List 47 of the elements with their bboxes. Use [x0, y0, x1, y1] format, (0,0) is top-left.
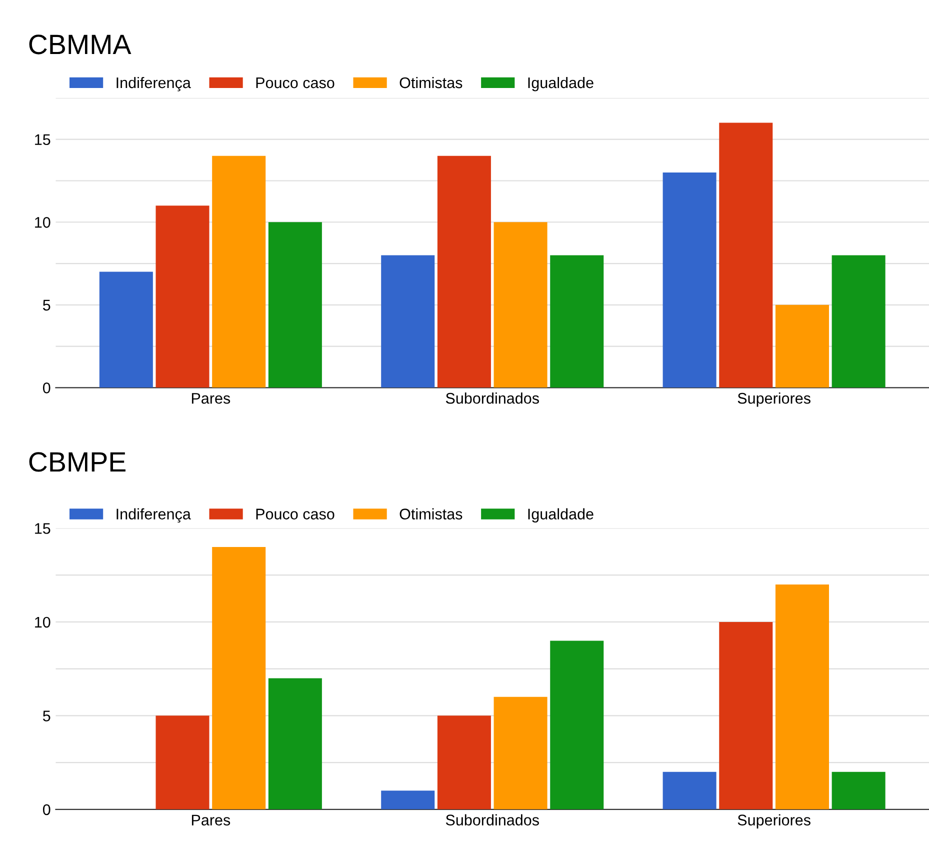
bar [381, 255, 435, 388]
y-tick-label: 10 [35, 216, 50, 228]
chart-title: CBMPE [29, 452, 126, 472]
bar [494, 222, 548, 388]
x-tick-label: Superiores [738, 392, 810, 407]
y-tick-label: 0 [42, 804, 50, 816]
bar [437, 716, 491, 810]
bar [550, 255, 604, 388]
x-tick-label: Pares [192, 393, 230, 404]
legend-label: Otimistas [400, 508, 462, 520]
bar [719, 122, 773, 388]
y-tick-label: 5 [42, 300, 50, 311]
legend-label: Indiferença [116, 508, 191, 523]
legend-label: Indiferença [116, 76, 191, 92]
legend-label: Pouco caso [256, 508, 334, 520]
y-tick-label: 5 [42, 710, 50, 722]
bar [156, 206, 210, 388]
bar [212, 546, 266, 810]
bar [775, 584, 829, 810]
bar [268, 678, 322, 810]
bar [550, 640, 604, 810]
bar [437, 156, 491, 388]
legend-label: Otimistas [400, 76, 462, 88]
y-tick-label: 15 [35, 134, 50, 146]
y-tick-label: 10 [35, 616, 50, 628]
bar [832, 772, 886, 810]
bar [156, 716, 210, 810]
bar [719, 622, 773, 810]
bar [268, 222, 322, 388]
bar [832, 255, 886, 388]
x-tick-label: Subordinados [446, 392, 539, 404]
bar [381, 790, 435, 810]
legend-label: Igualdade [528, 76, 594, 92]
legend-label: Pouco caso [256, 78, 334, 88]
legend-label: Igualdade [528, 508, 594, 522]
bar [662, 772, 716, 810]
bar [662, 172, 716, 388]
bar [775, 304, 829, 388]
y-tick-label: 0 [42, 382, 50, 394]
y-tick-label: 15 [35, 523, 50, 534]
x-tick-label: Pares [192, 814, 230, 826]
bar [494, 696, 548, 810]
x-tick-label: Subordinados [446, 814, 539, 826]
bar [212, 156, 266, 388]
chart-title: CBMMA [29, 34, 132, 54]
x-tick-label: Superiores [738, 814, 810, 829]
bar [99, 272, 153, 388]
